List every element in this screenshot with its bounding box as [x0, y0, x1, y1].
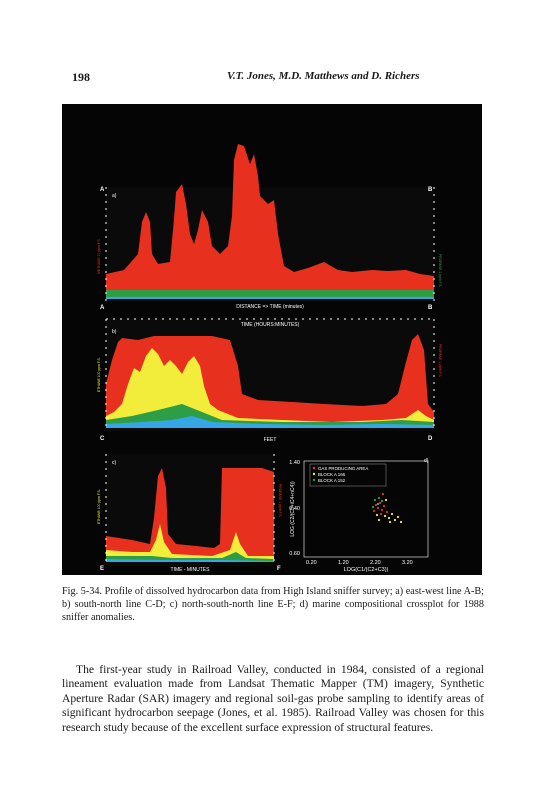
panel-c-end-label: F [277, 566, 281, 572]
panel-d: d) 1.40 0.40 0.60 0.20 1.20 2.20 3.20 LO… [289, 458, 428, 573]
running-head: V.T. Jones, M.D. Matthews and D. Richers [227, 70, 420, 82]
legend-marker-gas [312, 466, 316, 470]
figure-graphic: A B a) A B DISTANCE => TIME (minutes) ME… [97, 144, 442, 573]
point [373, 498, 377, 502]
panel-c-green-area [106, 552, 274, 562]
point [388, 520, 392, 524]
point [375, 513, 379, 517]
panel-c-blue-area [106, 559, 274, 562]
panel-a: A B a) A B DISTANCE => TIME (minutes) ME… [97, 144, 442, 311]
panel-a-end-label-bottom: B [428, 305, 433, 311]
figure-caption: Fig. 5-34. Profile of dissolved hydrocar… [62, 586, 484, 623]
point [384, 498, 388, 502]
panel-a-left-scale: METHANE 10 ppm F.S. [97, 238, 101, 274]
crossplot-xtick-4: 3.20 [402, 560, 413, 566]
panel-b: b) TIME (HOURS:MINUTES) FEET C D ETHANE … [97, 318, 442, 443]
panel-b-bottom-axis-label: FEET [264, 437, 277, 443]
panel-c-yellow-area [106, 524, 274, 562]
panel-c-red-area [106, 468, 274, 562]
crossplot-xtick-3: 2.20 [370, 560, 381, 566]
legend-block-166: BLOCK A 166 [318, 472, 346, 477]
crossplot-ytick-top: 1.40 [289, 460, 300, 466]
crossplot-xtick-1: 0.20 [306, 560, 317, 566]
panel-a-right-scale: PROPANE 1 ppm F.S. [438, 254, 442, 288]
point [390, 512, 394, 516]
panel-b-start-label: C [100, 436, 105, 442]
legend-block-152: BLOCK A 152 [318, 478, 346, 483]
legend-marker-block-166 [312, 472, 316, 476]
panel-c-start-label: E [100, 566, 104, 572]
crossplot-ylabel: LOG (C2/(C3+iC4+nC4)) [290, 481, 296, 537]
panel-a-red-area [106, 144, 434, 296]
point [378, 501, 382, 505]
crossplot-xlabel: LOG(C1/(C2+C3)) [344, 567, 389, 573]
figure: A B a) A B DISTANCE => TIME (minutes) ME… [62, 104, 482, 575]
panel-a-start-label-bottom: A [100, 305, 105, 311]
point [377, 496, 381, 500]
point [372, 509, 376, 513]
panel-c: c) E F TIME - MINUTES ETHANE 100 ppm F.S… [97, 454, 282, 573]
crossplot-ytick-mid: 0.40 [289, 506, 300, 512]
point [376, 506, 380, 510]
crossplot-frame [303, 460, 429, 558]
point [396, 515, 400, 519]
crossplot-ytick-bottom: 0.60 [289, 551, 300, 557]
panel-a-start-label: A [100, 187, 105, 193]
page-header: 198 V.T. Jones, M.D. Matthews and D. Ric… [72, 70, 472, 86]
legend-gas-producing: GAS PRODUCING AREA [318, 466, 368, 471]
point [382, 504, 386, 508]
panel-c-right-scale: PROPANE 1 ppm F.S. [278, 484, 282, 518]
panel-a-axis-label: DISTANCE => TIME (minutes) [236, 304, 304, 310]
crossplot-tag: d) [424, 458, 429, 464]
point [376, 502, 380, 506]
point [379, 512, 383, 516]
crossplot-xtick-2: 1.20 [338, 560, 349, 566]
point [393, 518, 397, 522]
point [381, 492, 385, 496]
panel-b-top-axis-label: TIME (HOURS:MINUTES) [241, 322, 300, 328]
point [374, 503, 378, 507]
panel-b-end-label: D [428, 436, 433, 442]
panel-b-blue-area [106, 416, 434, 428]
point [380, 499, 384, 503]
panel-b-right-scale: PROPANE 1 ppm F.S. [438, 344, 442, 378]
panel-c-left-scale: ETHANE 100 ppm F.S. [97, 489, 101, 524]
panel-a-green-baseline [106, 290, 434, 297]
point [380, 508, 384, 512]
panel-a-blue-baseline [106, 297, 434, 299]
point [399, 520, 403, 524]
panel-c-axis-label: TIME - MINUTES [171, 567, 211, 573]
point [371, 505, 375, 509]
crossplot-legend [309, 463, 387, 487]
crossplot-points [371, 492, 403, 524]
body-paragraph: The first-year study in Railroad Valley,… [62, 663, 484, 734]
panel-b-tag: b) [112, 329, 117, 335]
panel-c-tag: c) [112, 460, 117, 466]
point [385, 510, 389, 514]
point [387, 516, 391, 520]
page-number: 198 [72, 70, 90, 84]
panel-a-end-label: B [428, 187, 433, 193]
panel-b-left-scale: ETHANE 100 ppm F.S. [97, 357, 101, 392]
point [377, 518, 381, 522]
point [383, 514, 387, 518]
panel-a-tag: a) [112, 193, 117, 199]
legend-marker-block-152 [312, 478, 316, 482]
